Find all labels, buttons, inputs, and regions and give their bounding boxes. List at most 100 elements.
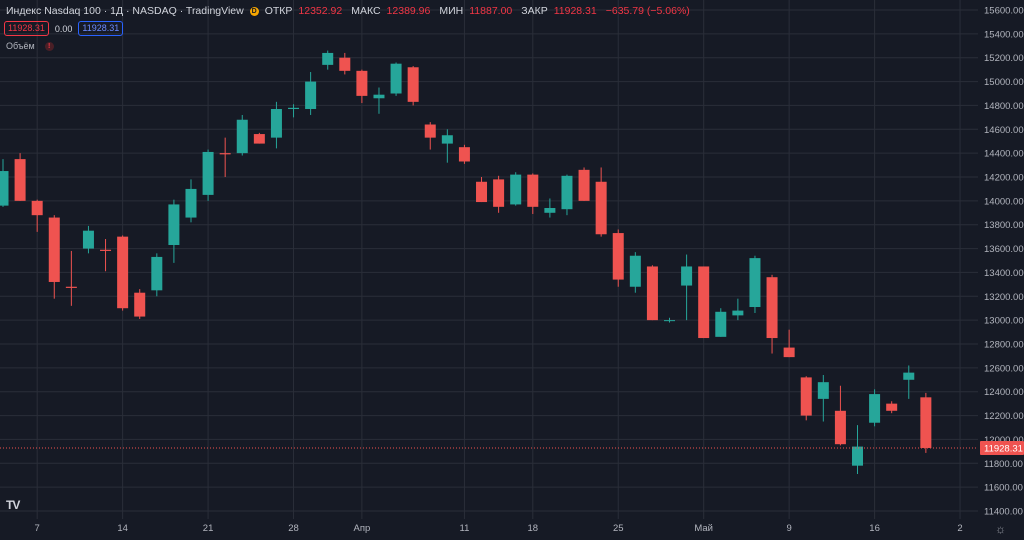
y-tick-label: 12400.00 bbox=[984, 387, 1024, 398]
y-tick-label: 13800.00 bbox=[984, 220, 1024, 231]
candle-body bbox=[441, 135, 453, 144]
candle-body bbox=[424, 124, 436, 138]
gear-icon[interactable]: ☼ bbox=[995, 522, 1006, 536]
candle-body bbox=[920, 397, 932, 448]
candle-body bbox=[749, 258, 761, 308]
candle-body bbox=[458, 147, 470, 162]
price-axis: 11400.00 11600.00 11800.00 12000.00 12200.00… bbox=[984, 6, 1024, 518]
candle-body bbox=[578, 169, 590, 201]
y-tick-label: 12200.00 bbox=[984, 411, 1024, 422]
time-axis: 7 14 21 28 Апр 11 18 25 Май 9 16 2 bbox=[35, 523, 963, 534]
candle-body bbox=[783, 347, 795, 358]
open-value: 12352.92 bbox=[298, 5, 343, 17]
y-tick-label: 14600.00 bbox=[984, 125, 1024, 136]
candle-body bbox=[373, 94, 385, 99]
y-tick-label: 13600.00 bbox=[984, 244, 1024, 255]
y-tick-label: 11400.00 bbox=[984, 507, 1023, 518]
last-price-tag bbox=[980, 440, 1024, 455]
candle-body bbox=[510, 174, 522, 205]
market-status-badge: D bbox=[249, 6, 259, 16]
candle-body bbox=[886, 403, 898, 411]
last-price-label: 11928.31 bbox=[984, 443, 1023, 454]
candle-body bbox=[185, 188, 197, 218]
candle-body bbox=[732, 310, 744, 316]
low-value: 11887.00 bbox=[469, 5, 513, 17]
candle-body bbox=[544, 208, 556, 213]
candle-body bbox=[356, 70, 368, 96]
y-tick-label: 15600.00 bbox=[984, 6, 1024, 17]
candle-body bbox=[869, 394, 881, 423]
x-tick-label: 14 bbox=[117, 523, 128, 534]
candle-body bbox=[664, 320, 676, 322]
candle-body bbox=[253, 134, 265, 144]
candle-body bbox=[681, 266, 693, 286]
candle-body bbox=[48, 217, 60, 282]
x-tick-label: 16 bbox=[869, 523, 880, 534]
change-value: −635.79 (−5.06%) bbox=[605, 5, 690, 17]
close-label: ЗАКР bbox=[521, 5, 548, 17]
candle-body bbox=[476, 181, 488, 203]
candle-body bbox=[202, 151, 214, 195]
tradingview-logo-icon[interactable]: TV bbox=[6, 498, 20, 512]
candle-body bbox=[646, 266, 658, 321]
candle-body bbox=[0, 171, 9, 206]
y-tick-label: 13000.00 bbox=[984, 316, 1024, 327]
candle-body bbox=[219, 153, 231, 155]
candle-body bbox=[903, 372, 915, 380]
candle-body bbox=[82, 230, 94, 249]
x-tick-label: 2 bbox=[957, 523, 962, 534]
candle-body bbox=[852, 446, 863, 466]
y-tick-label: 15200.00 bbox=[984, 53, 1024, 64]
high-label: МАКС bbox=[351, 5, 381, 17]
candle-body bbox=[407, 67, 419, 102]
candle-body bbox=[766, 277, 778, 339]
candle-body bbox=[390, 63, 402, 94]
symbol-title[interactable]: Индекс Nasdaq 100 · 1Д · NASDAQ · Tradin… bbox=[6, 5, 244, 17]
candle-body bbox=[65, 286, 77, 288]
x-tick-label: 21 bbox=[203, 523, 214, 534]
close-value: 11928.31 bbox=[553, 5, 597, 17]
candle-body bbox=[834, 410, 846, 445]
y-tick-label: 12600.00 bbox=[984, 363, 1024, 374]
candle-body bbox=[339, 57, 351, 71]
x-tick-label: 25 bbox=[613, 523, 624, 534]
x-tick-label: Апр bbox=[354, 523, 371, 534]
x-tick-label: 28 bbox=[288, 523, 299, 534]
candle-body bbox=[288, 107, 300, 110]
chart-legend: Индекс Nasdaq 100 · 1Д · NASDAQ · Tradin… bbox=[6, 4, 693, 18]
candle-body bbox=[168, 204, 180, 245]
sell-button[interactable]: 11928.31 bbox=[4, 21, 49, 36]
candle-body bbox=[151, 256, 163, 291]
x-tick-label: 18 bbox=[528, 523, 539, 534]
y-tick-label: 11800.00 bbox=[984, 459, 1023, 470]
candle-body bbox=[134, 292, 146, 317]
spread-value: 0.00 bbox=[54, 23, 73, 34]
y-tick-label: 14000.00 bbox=[984, 196, 1024, 207]
candle-body bbox=[270, 109, 282, 138]
candle-body bbox=[817, 382, 829, 399]
trade-buttons: 11928.31 0.00 11928.31 bbox=[4, 21, 124, 36]
last-price-line: 11928.31 bbox=[0, 440, 1024, 455]
candle-body bbox=[100, 249, 112, 251]
candle-body bbox=[612, 233, 624, 280]
x-tick-label: 11 bbox=[459, 523, 469, 534]
candle-body bbox=[305, 81, 317, 110]
x-tick-label: 7 bbox=[35, 523, 40, 534]
y-tick-label: 12000.00 bbox=[984, 435, 1024, 446]
volume-indicator[interactable]: Объём ! bbox=[6, 41, 54, 51]
x-tick-label: 9 bbox=[786, 523, 791, 534]
buy-button[interactable]: 11928.31 bbox=[78, 21, 124, 36]
open-label: ОТКР bbox=[264, 5, 293, 17]
warning-icon[interactable]: ! bbox=[44, 41, 54, 51]
y-tick-label: 14200.00 bbox=[984, 173, 1024, 184]
candle-body bbox=[561, 175, 573, 210]
candle-body bbox=[715, 311, 727, 337]
candle-body bbox=[629, 255, 641, 287]
candle-body bbox=[322, 52, 334, 65]
low-label: МИН bbox=[439, 5, 464, 17]
candle-body bbox=[31, 200, 43, 216]
y-tick-label: 13200.00 bbox=[984, 292, 1024, 303]
y-tick-label: 12800.00 bbox=[984, 340, 1024, 351]
candle-body bbox=[14, 159, 26, 201]
